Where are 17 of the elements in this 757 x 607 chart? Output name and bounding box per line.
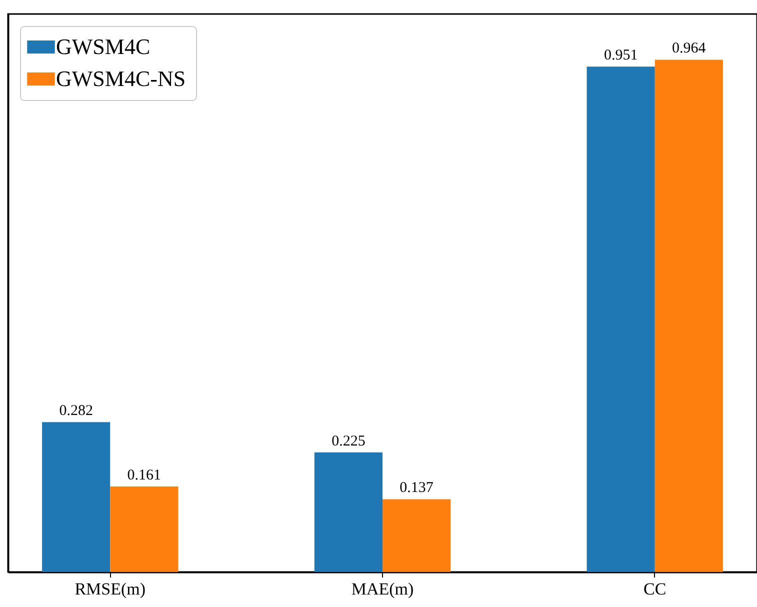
bar — [110, 486, 178, 572]
bar — [654, 60, 723, 572]
bar — [314, 452, 382, 572]
x-tick-label: RMSE(m) — [74, 580, 146, 598]
bar — [42, 422, 110, 572]
data-label: 0.964 — [672, 40, 706, 57]
x-tick-label: CC — [644, 580, 666, 598]
legend-label: GWSM4C-NS — [56, 66, 186, 91]
data-label: 0.951 — [604, 48, 638, 64]
data-label: 0.137 — [400, 480, 434, 496]
bar — [382, 499, 451, 572]
data-label: 0.161 — [127, 467, 162, 484]
data-label: 0.225 — [332, 433, 366, 450]
data-label: 0.282 — [59, 403, 93, 420]
legend-label: GWSM4C — [56, 34, 150, 59]
x-tick-label: MAE(m) — [351, 580, 414, 598]
bar — [586, 66, 655, 572]
